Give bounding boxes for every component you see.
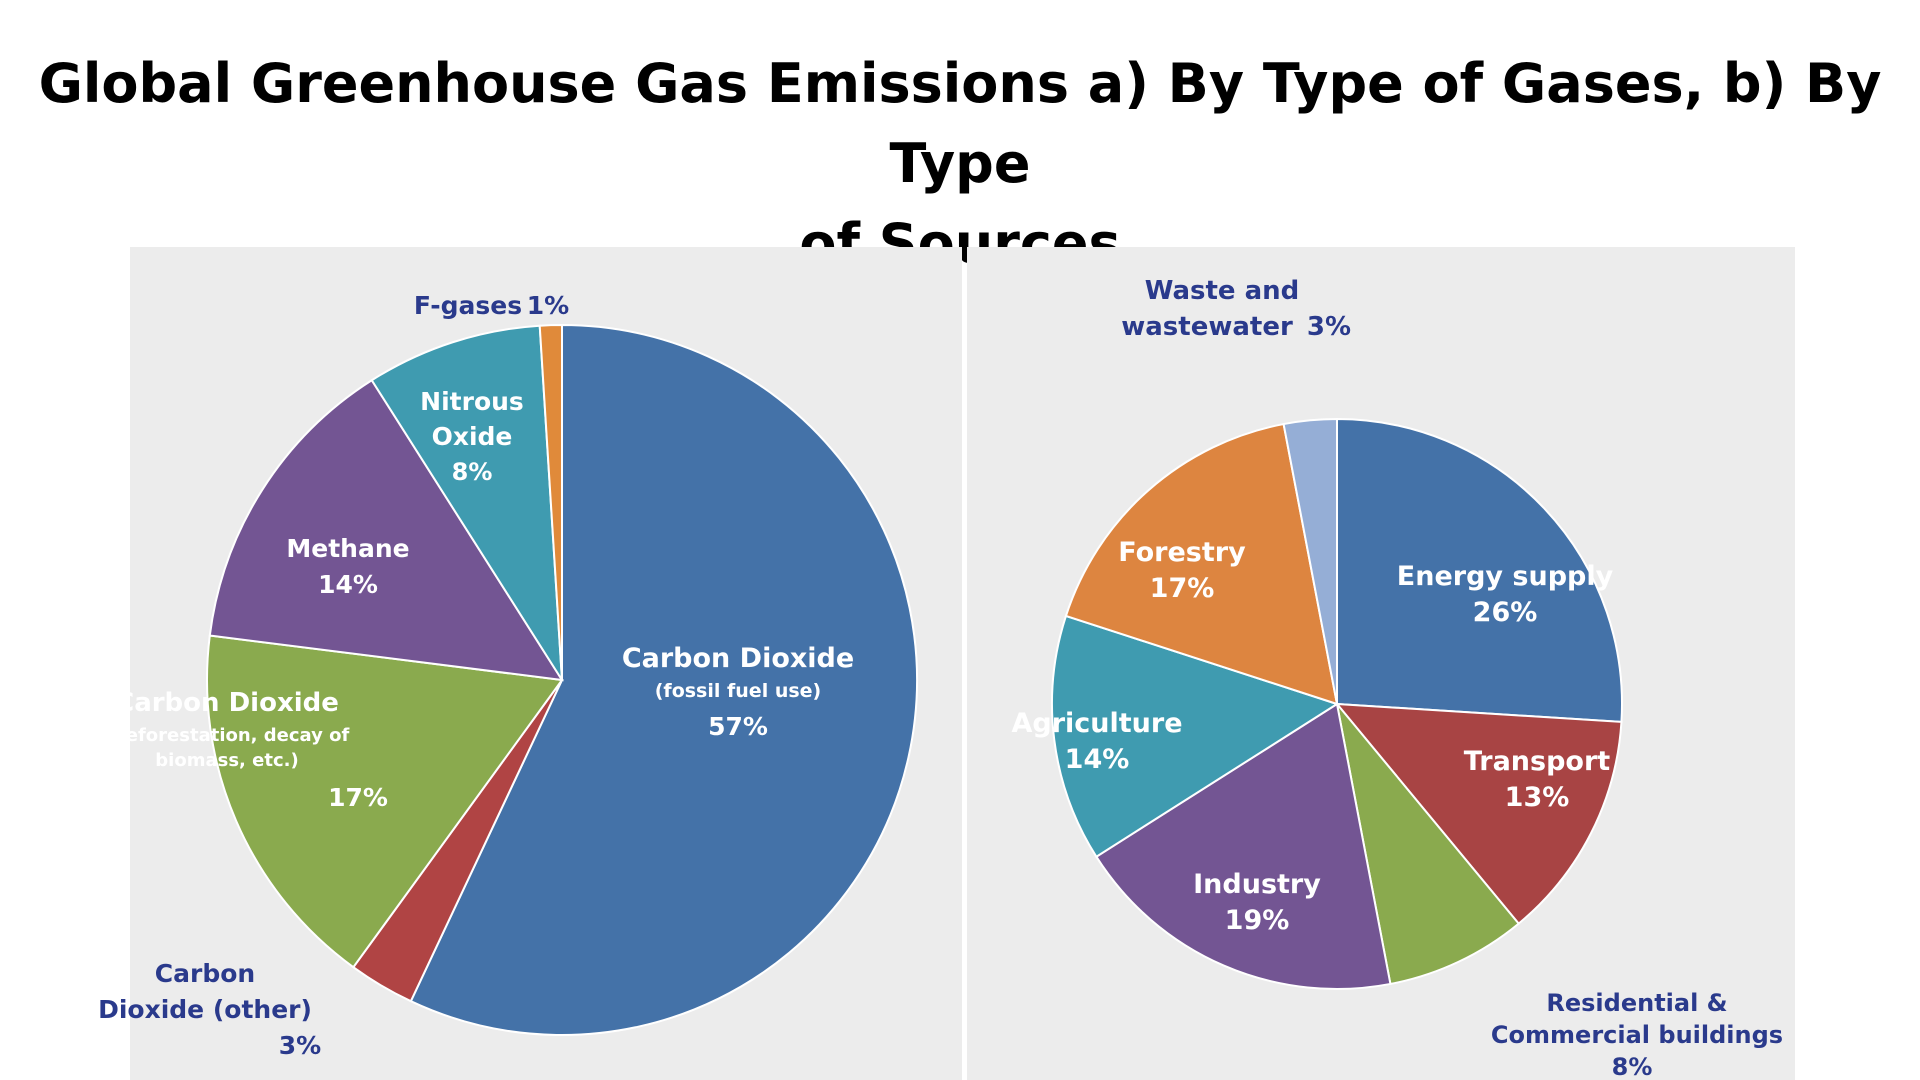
slice-label-gases-carbon-dioxide-other: Carbon Dioxide (other) 3% [98, 959, 321, 1060]
slice-value-sources-industry: 19% [1225, 905, 1290, 936]
slice-value-sources-waste-and-wastewater: 3% [1307, 312, 1351, 342]
pie-chart-sources-panel: Energy supply 26% Transport 13% Residential … [967, 247, 1795, 1080]
slice-text-sources-forestry: Forestry [1118, 537, 1246, 568]
chart-title-line-1: Global Greenhouse Gas Emissions a) By Ty… [38, 52, 1882, 195]
pie-slice-sources-transport [1334, 702, 1623, 926]
slice-label-sources-agriculture: Agriculture 14% [1011, 708, 1182, 775]
pie-slice-gases-methane [208, 378, 564, 682]
slice-label-sources-transport: Transport 13% [1464, 746, 1610, 813]
slice-text-gases-carbon-dioxide-other: Dioxide (other) [98, 995, 312, 1024]
slice-text-sources-residential-commercial-buildings: Commercial buildings [1491, 1021, 1783, 1049]
slice-value-sources-transport: 13% [1505, 782, 1570, 813]
slice-text-sources-energy-supply: Energy supply [1397, 561, 1614, 592]
pie-slice-sources-agriculture [1051, 614, 1340, 859]
pie-slice-sources-energy-supply [1336, 417, 1623, 723]
slice-value-gases-nitrous-oxide: 8% [452, 458, 493, 486]
slice-value-sources-forestry: 17% [1150, 573, 1215, 604]
slice-text-gases-carbon-dioxide-deforestation: (deforestation, decay of [105, 725, 350, 746]
slice-label-sources-energy-supply: Energy supply 26% [1397, 561, 1614, 628]
pie-chart-gases-panel: Carbon Dioxide (fossil fuel use) 57% Carbon… [98, 247, 962, 1080]
slice-label-sources-industry: Industry 19% [1193, 869, 1321, 936]
slice-label-gases-methane: Methane 14% [286, 534, 409, 599]
slice-value-gases-carbon-dioxide-fossil-fuel-use: 57% [708, 712, 768, 741]
slice-value-gases-methane: 14% [318, 570, 378, 599]
slice-value-sources-energy-supply: 26% [1473, 597, 1538, 628]
pie-chart-sources: Energy supply 26% Transport 13% Residential … [1011, 276, 1783, 1080]
slice-text-gases-nitrous-oxide: Nitrous [420, 387, 524, 416]
slice-text-gases-nitrous-oxide: Oxide [432, 422, 513, 451]
slice-text-gases-carbon-dioxide-fossil-fuel-use: Carbon Dioxide [622, 643, 854, 674]
slice-text-sources-agriculture: Agriculture [1011, 708, 1182, 739]
chart-title: Global Greenhouse Gas Emissions a) By Ty… [0, 44, 1920, 284]
slice-value-sources-residential-commercial-buildings: 8% [1612, 1053, 1653, 1080]
pie-slice-gases-f-gases [538, 323, 563, 681]
slice-text-gases-f-gases: F-gases [414, 291, 522, 320]
slice-label-sources-residential-commercial-buildings: Residential & Commercial buildings 8% [1491, 989, 1783, 1080]
slice-text-gases-methane: Methane [286, 534, 409, 563]
slice-label-gases-carbon-dioxide-deforestation: Carbon Dioxide (deforestation, decay of bi… [105, 688, 388, 812]
slice-value-gases-carbon-dioxide-other: 3% [279, 1031, 321, 1060]
slice-label-sources-waste-and-wastewater: Waste and wastewater 3% [1121, 276, 1351, 342]
pie-chart-gases: Carbon Dioxide (fossil fuel use) 57%Carbon… [98, 291, 918, 1060]
slice-text-gases-carbon-dioxide-other: Carbon [155, 959, 255, 988]
pie-slice-sources-waste-and-wastewater [1282, 417, 1338, 705]
slice-label-gases-carbon-dioxide-fossil-fuel-use: Carbon Dioxide (fossil fuel use) 57% [622, 643, 854, 741]
slice-value-gases-carbon-dioxide-deforestation: 17% [328, 783, 388, 812]
slice-text-sources-waste-and-wastewater: Waste and [1145, 276, 1300, 306]
slice-text-gases-carbon-dioxide-fossil-fuel-use: (fossil fuel use) [655, 680, 821, 702]
slice-label-gases-nitrous-oxide: Nitrous Oxide 8% [420, 387, 524, 486]
slice-label-sources-forestry: Forestry 17% [1118, 537, 1246, 604]
slice-value-sources-agriculture: 14% [1065, 744, 1130, 775]
slice-text-sources-industry: Industry [1193, 869, 1321, 900]
pie-slice-sources-industry [1094, 702, 1392, 990]
pie-slice-sources-residential-commercial-buildings [1336, 703, 1521, 986]
pie-slice-gases-carbon-dioxide-fossil-fuel-use [409, 323, 918, 1036]
slice-text-sources-waste-and-wastewater: wastewater [1121, 312, 1293, 342]
pie-slice-sources-forestry [1064, 422, 1339, 706]
slice-label-gases-f-gases: F-gases 1% [414, 291, 569, 320]
pie-slice-gases-carbon-dioxide-deforestation [206, 634, 564, 969]
slice-text-sources-transport: Transport [1464, 746, 1610, 777]
slice-text-gases-carbon-dioxide-deforestation: biomass, etc.) [155, 750, 298, 771]
pie-slice-gases-nitrous-oxide [370, 324, 563, 681]
slice-text-gases-carbon-dioxide-deforestation: Carbon Dioxide [115, 688, 339, 718]
slice-text-sources-residential-commercial-buildings: Residential & [1546, 989, 1727, 1017]
slice-value-gases-f-gases: 1% [527, 291, 569, 320]
